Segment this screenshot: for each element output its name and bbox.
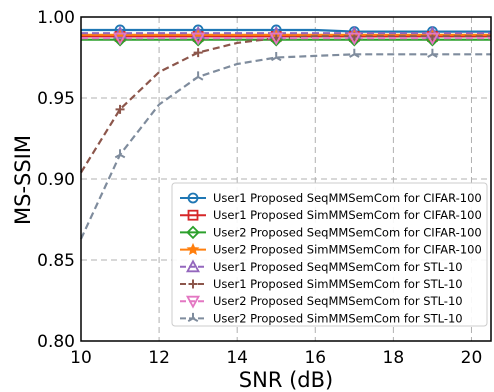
series-point-6 [193,48,203,58]
legend-marker [187,192,199,204]
legend-label: User2 Proposed SimMMSemCom for STL-10 [213,311,463,325]
series-point-7 [425,32,440,46]
series-line-1 [81,28,491,33]
series-point-7 [347,32,362,46]
series-point-7 [269,32,284,46]
series-point-7 [113,32,128,46]
y-tick-label: 0.90 [37,170,75,190]
series-point-8 [192,71,204,81]
y-tick-label: 0.80 [37,332,75,352]
series-point-6 [115,104,125,114]
series-markers [113,24,440,159]
legend-label: User2 Proposed SeqMMSemCom for STL-10 [213,294,463,308]
y-tick-label: 0.95 [37,89,75,109]
legend-marker [186,242,200,256]
legend: User1 Proposed SeqMMSemCom for CIFAR-100… [171,182,488,327]
legend-label: User2 Proposed SimMMSemCom for CIFAR-100 [213,243,482,257]
x-tick-label: 16 [304,348,326,368]
series-point-8 [427,48,438,58]
legend-label: User1 Proposed SeqMMSemCom for CIFAR-100 [213,191,482,205]
legend-label: User1 Proposed SeqMMSemCom for STL-10 [213,260,463,274]
y-tick-label: 0.85 [37,251,75,271]
y-tick-label: 1.00 [37,8,75,28]
series-point-8 [114,149,126,159]
series-point-8 [349,48,360,58]
legend-marker [185,259,201,273]
legend-marker [187,209,199,221]
series-line-8 [80,53,491,240]
x-axis-title: SNR (dB) [239,368,333,392]
plot-frame [80,16,492,342]
x-tick-label: 18 [383,348,405,368]
legend-marker [187,312,199,322]
legend-label: User1 Proposed SimMMSemCom for STL-10 [213,277,463,291]
y-axis-title: MS-SSIM [11,135,35,225]
legend-box [171,182,488,327]
x-tick-label: 14 [226,348,248,368]
legend-marker [186,225,200,240]
x-tick-labels: 10 12 14 16 18 20 [70,348,482,368]
x-tick-label: 10 [70,348,92,368]
x-tick-label: 20 [461,348,483,368]
series-point-7 [191,32,206,46]
legend-marker [188,279,198,289]
x-tick-label: 12 [148,348,170,368]
legend-label: User1 Proposed SimMMSemCom for CIFAR-100 [213,208,482,222]
legend-marker [185,295,201,309]
legend-label: User2 Proposed SeqMMSemCom for CIFAR-100 [213,225,482,239]
series-point-8 [270,51,282,62]
y-tick-labels: 0.80 0.85 0.90 0.95 1.00 [37,8,75,352]
